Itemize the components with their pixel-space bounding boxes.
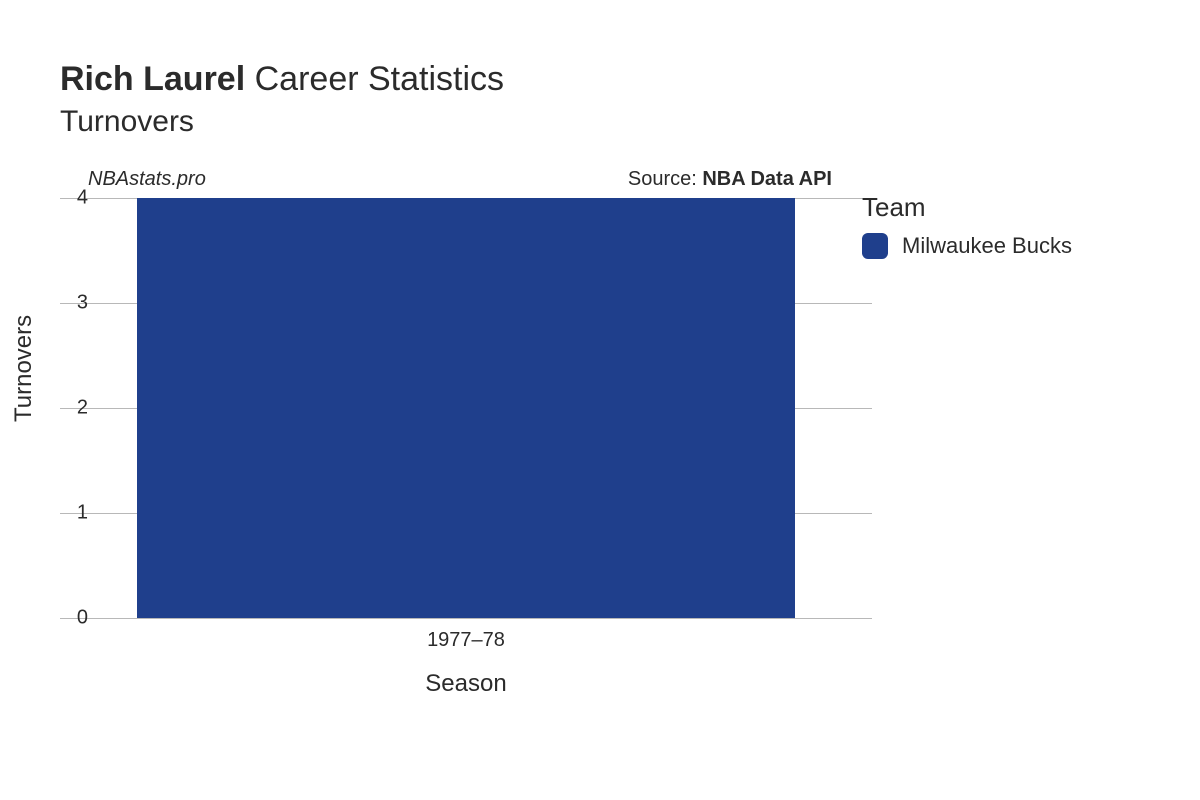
x-axis-label: Season bbox=[100, 670, 832, 698]
y-axis-label: Turnovers bbox=[10, 261, 38, 368]
chart-title: Rich Laurel Career Statistics bbox=[60, 60, 1160, 99]
player-name: Rich Laurel bbox=[60, 60, 245, 98]
y-tick-label: 2 bbox=[68, 397, 88, 420]
site-attribution: NBAstats.pro bbox=[88, 168, 206, 191]
y-tick-label: 0 bbox=[68, 607, 88, 630]
legend: Team Milwaukee Bucks bbox=[862, 192, 1072, 259]
gridline bbox=[60, 618, 872, 619]
bar bbox=[137, 198, 796, 618]
y-tick-label: 4 bbox=[68, 187, 88, 210]
chart-subtitle: Turnovers bbox=[60, 105, 1160, 139]
y-tick-label: 1 bbox=[68, 502, 88, 525]
source-prefix: Source: bbox=[628, 168, 702, 190]
legend-item-label: Milwaukee Bucks bbox=[902, 233, 1072, 259]
attribution-row: NBAstats.pro Source: NBA Data API bbox=[88, 168, 832, 191]
y-tick-label: 3 bbox=[68, 292, 88, 315]
plot-area: 012341977–78 bbox=[100, 198, 832, 618]
x-tick-label: 1977–78 bbox=[427, 629, 505, 652]
source-attribution: Source: NBA Data API bbox=[628, 168, 832, 191]
legend-item: Milwaukee Bucks bbox=[862, 233, 1072, 259]
source-name: NBA Data API bbox=[702, 168, 832, 190]
legend-title: Team bbox=[862, 192, 1072, 223]
title-suffix: Career Statistics bbox=[245, 60, 504, 98]
legend-swatch bbox=[862, 233, 888, 259]
